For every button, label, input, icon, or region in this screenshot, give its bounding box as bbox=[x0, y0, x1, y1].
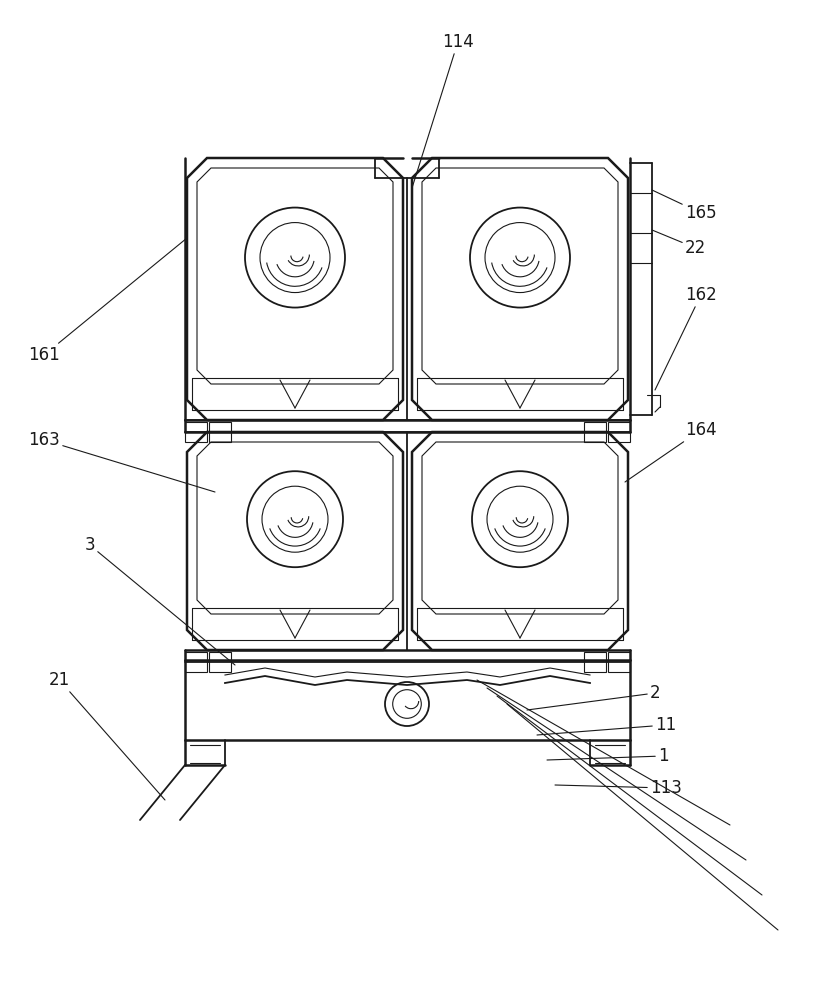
Text: 165: 165 bbox=[652, 190, 716, 222]
Bar bbox=[185, 652, 207, 672]
Text: 164: 164 bbox=[625, 421, 716, 482]
Text: 22: 22 bbox=[652, 230, 707, 257]
Text: 3: 3 bbox=[85, 536, 235, 665]
Bar bbox=[209, 422, 231, 442]
Text: 163: 163 bbox=[28, 431, 215, 492]
Bar bbox=[209, 652, 231, 672]
Bar bbox=[608, 422, 630, 442]
Text: 114: 114 bbox=[412, 33, 474, 188]
Text: 113: 113 bbox=[555, 779, 682, 797]
Bar bbox=[584, 422, 606, 442]
Text: 21: 21 bbox=[49, 671, 165, 800]
Text: 162: 162 bbox=[655, 286, 717, 390]
Text: 161: 161 bbox=[28, 238, 187, 364]
Bar bbox=[185, 422, 207, 442]
Bar bbox=[608, 652, 630, 672]
Text: 2: 2 bbox=[527, 684, 661, 710]
Text: 1: 1 bbox=[547, 747, 668, 765]
Text: 11: 11 bbox=[537, 716, 676, 735]
Bar bbox=[584, 652, 606, 672]
